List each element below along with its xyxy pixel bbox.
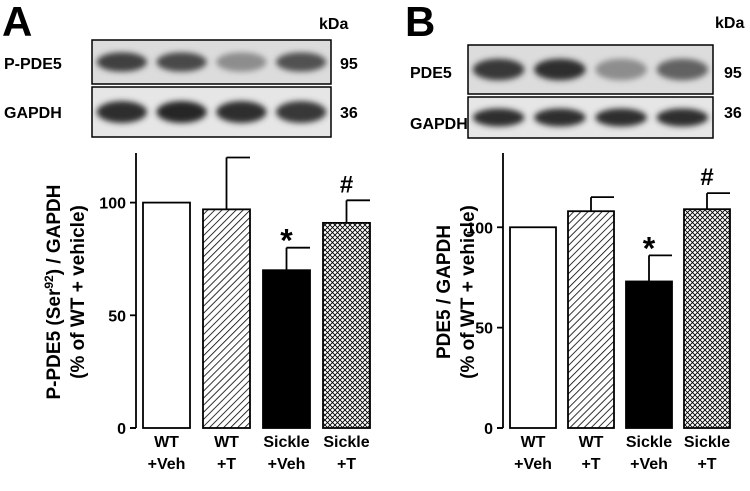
bar <box>683 208 731 429</box>
blot-bands <box>472 58 709 81</box>
blot-band <box>96 52 147 72</box>
blot-label-a-2: GAPDH <box>4 105 62 122</box>
blot-kda-a-2: 36 <box>340 105 358 122</box>
x-category-label: +Veh <box>514 456 552 473</box>
y-axis-title-b-line1: PDE5 / GAPDH <box>434 225 455 359</box>
blot-band <box>276 52 327 72</box>
blot-band <box>216 52 267 72</box>
bar <box>625 280 673 429</box>
bar-chart-b: 0 50 100 WT +Veh WT +T * Sickle +Veh # Sickle +T <box>466 153 731 473</box>
y-axis-title-a-sup: 92 <box>42 275 56 289</box>
x-category-label: +Veh <box>630 456 668 473</box>
blot-band <box>156 101 207 123</box>
x-category-label: WT <box>579 434 604 451</box>
x-category-label: +Veh <box>268 456 306 473</box>
blot-bands <box>472 108 709 127</box>
blot-band <box>472 108 525 127</box>
panel-letter-a: A <box>2 0 32 45</box>
x-category-label: Sickle <box>323 434 369 451</box>
x-category-label: +T <box>217 456 236 473</box>
bar <box>567 210 615 429</box>
blot-label-a-1: P-PDE5 <box>4 56 62 73</box>
blot-band <box>276 101 327 123</box>
y-tick-label: 0 <box>484 421 493 438</box>
y-tick-label: 50 <box>475 321 493 338</box>
blot-band <box>156 52 207 72</box>
blot-band <box>656 58 709 81</box>
bar-chart-a: 0 50 100 WT +Veh WT +T * Sickle +Veh # Sickle +T <box>99 153 371 473</box>
blot-kda-a-1: 95 <box>340 56 358 73</box>
svg-text:P-PDE5 (Ser92) / GAPDH: P-PDE5 (Ser92) / GAPDH <box>42 184 65 399</box>
x-category-label: WT <box>154 434 179 451</box>
blot-a-2 <box>91 86 332 138</box>
bar <box>142 201 191 429</box>
significance-marker: # <box>340 171 353 198</box>
x-category-label: +T <box>337 456 356 473</box>
blot-bands <box>96 52 327 72</box>
blot-band <box>595 58 647 81</box>
blot-band <box>216 101 267 123</box>
x-category-label: WT <box>521 434 546 451</box>
bar <box>322 221 371 429</box>
blot-kda-b-1: 95 <box>724 65 742 82</box>
x-category-label: Sickle <box>263 434 309 451</box>
blot-label-b-2: GAPDH <box>410 116 468 133</box>
x-category-label: Sickle <box>626 434 672 451</box>
panel-letter-b: B <box>405 0 435 45</box>
blot-band <box>534 58 586 81</box>
x-category-label: +T <box>697 456 716 473</box>
y-axis-title-a-suffix: ) / GAPDH <box>44 184 65 275</box>
blot-label-b-1: PDE5 <box>410 65 452 82</box>
x-category-label: +T <box>581 456 600 473</box>
x-category-label: WT <box>214 434 239 451</box>
bar <box>262 269 311 429</box>
kda-label-a: kDa <box>319 16 348 33</box>
y-axis-title-b: PDE5 / GAPDH (% of WT + vehicle) <box>434 205 479 379</box>
blot-b-2 <box>467 96 714 139</box>
blot-band <box>96 101 147 123</box>
kda-label-b: kDa <box>715 15 744 32</box>
significance-marker: * <box>643 230 656 266</box>
x-category-label: +Veh <box>148 456 186 473</box>
blot-band <box>534 108 586 127</box>
bar <box>202 208 251 429</box>
y-axis-title-a: P-PDE5 (Ser92) / GAPDH (% of WT + vehicl… <box>42 184 89 399</box>
y-tick-label: 50 <box>108 308 126 325</box>
y-axis-title-a-line2: (% of WT + vehicle) <box>68 205 89 379</box>
significance-marker: * <box>280 223 293 259</box>
blot-band <box>656 108 709 127</box>
blot-band <box>472 58 525 81</box>
y-axis-title-a-prefix: P-PDE5 (Ser <box>44 288 65 399</box>
blot-bands <box>96 101 327 123</box>
bar <box>509 226 557 429</box>
y-tick-label: 100 <box>99 196 126 213</box>
y-tick-label: 0 <box>117 421 126 438</box>
y-tick-label: 100 <box>466 220 493 237</box>
blot-kda-b-2: 36 <box>724 105 742 122</box>
blot-a-1 <box>91 39 332 85</box>
significance-marker: # <box>700 164 713 191</box>
blot-band <box>595 108 647 127</box>
x-category-label: Sickle <box>684 434 730 451</box>
blot-b-1 <box>467 44 714 95</box>
y-axis-title-b-line2: (% of WT + vehicle) <box>458 205 479 379</box>
